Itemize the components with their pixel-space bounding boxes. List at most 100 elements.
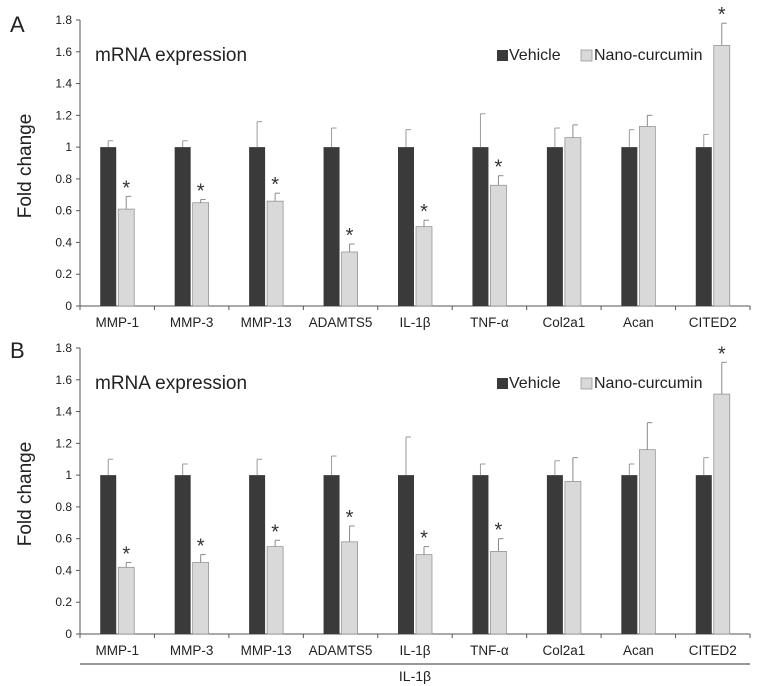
bar-vehicle xyxy=(621,147,638,306)
bar-nano-curcumin xyxy=(266,546,284,635)
bar-nano-curcumin xyxy=(638,126,656,307)
legend-label-nano-curcumin: Nano-curcumin xyxy=(594,375,702,392)
bar-vehicle xyxy=(323,475,340,634)
x-tick-label: Acan xyxy=(623,315,654,330)
bar-nano-curcumin xyxy=(117,208,135,307)
y-tick-label: 0.2 xyxy=(55,267,72,281)
x-tick-label: ADAMTS5 xyxy=(309,643,373,658)
bar-vehicle xyxy=(174,147,191,306)
bar-vehicle xyxy=(249,475,266,634)
significance-asterisk: * xyxy=(718,4,726,26)
bar-nano-curcumin xyxy=(415,554,433,635)
bar-nano-curcumin xyxy=(564,481,582,635)
legend-swatch-vehicle xyxy=(497,50,508,61)
significance-asterisk: * xyxy=(271,174,279,196)
y-tick-label: 1.2 xyxy=(55,436,72,450)
y-tick-label: 0.8 xyxy=(55,500,72,514)
group-label: IL-1β xyxy=(399,668,431,684)
bar-vehicle xyxy=(398,475,414,634)
x-tick-label: ADAMTS5 xyxy=(309,315,373,330)
y-tick-label: 0 xyxy=(65,299,72,313)
bar-nano-curcumin xyxy=(192,562,210,635)
bar-vehicle xyxy=(249,147,266,306)
x-tick-label: MMP-3 xyxy=(170,315,214,330)
bar-vehicle xyxy=(546,475,563,634)
bar-nano-curcumin xyxy=(490,184,507,307)
bar-nano-curcumin xyxy=(117,566,135,635)
significance-asterisk: * xyxy=(197,536,205,558)
significance-asterisk: * xyxy=(718,343,726,365)
y-tick-label: 1 xyxy=(65,140,72,154)
bar-nano-curcumin xyxy=(564,137,582,307)
y-tick-label: 1.4 xyxy=(55,405,72,419)
y-tick-label: 1.6 xyxy=(55,45,72,59)
legend-label-nano-curcumin: Nano-curcumin xyxy=(594,47,702,64)
panel-b: B mRNA expression Fold change 0 0.2 0.4 0.6… xyxy=(10,338,751,658)
y-tick-label: 0.6 xyxy=(55,532,72,546)
bar-nano-curcumin xyxy=(713,393,731,635)
bar-vehicle xyxy=(100,475,117,634)
bar-vehicle xyxy=(621,475,638,634)
significance-asterisk: * xyxy=(420,201,428,223)
y-tick-label: 1 xyxy=(65,468,72,482)
y-tick-label: 0 xyxy=(65,627,72,641)
bar-vehicle xyxy=(472,147,489,306)
panel-label: A xyxy=(10,12,25,37)
x-tick-label: TNF-α xyxy=(470,643,509,658)
legend-swatch-nano-curcumin xyxy=(580,49,593,62)
y-tick-label: 0.6 xyxy=(55,204,72,218)
x-tick-label: MMP-13 xyxy=(241,315,292,330)
y-tick-label: 1.8 xyxy=(55,13,72,27)
legend-label-vehicle: Vehicle xyxy=(509,375,561,392)
y-axis-label: Fold change xyxy=(15,114,36,219)
chart-title: mRNA expression xyxy=(95,45,247,66)
x-tick-label: MMP-1 xyxy=(95,643,139,658)
significance-asterisk: * xyxy=(495,520,503,542)
x-tick-label: IL-1β xyxy=(399,643,430,658)
y-tick-label: 0.4 xyxy=(55,235,72,249)
x-tick-label: TNF-α xyxy=(470,315,509,330)
bar-nano-curcumin xyxy=(713,45,731,307)
bar-vehicle xyxy=(398,147,414,306)
y-tick-label: 0.8 xyxy=(55,172,72,186)
x-tick-label: MMP-1 xyxy=(95,315,139,330)
chart-title: mRNA expression xyxy=(95,373,247,394)
legend: Vehicle Nano-curcumin xyxy=(497,375,702,392)
bar-nano-curcumin xyxy=(490,551,507,635)
significance-asterisk: * xyxy=(197,181,205,203)
y-tick-label: 1.4 xyxy=(55,77,72,91)
panel-label: B xyxy=(10,338,25,363)
bar-nano-curcumin xyxy=(638,449,656,635)
x-tick-label: CITED2 xyxy=(689,643,737,658)
bar-nano-curcumin xyxy=(192,202,210,307)
y-axis-label: Fold change xyxy=(15,442,36,547)
significance-asterisk: * xyxy=(271,521,279,543)
y-tick-label: 1.6 xyxy=(55,373,72,387)
bar-nano-curcumin xyxy=(415,226,433,307)
legend-swatch-vehicle xyxy=(497,378,508,389)
y-tick-label: 1.2 xyxy=(55,108,72,122)
legend: Vehicle Nano-curcumin xyxy=(497,47,702,64)
significance-asterisk: * xyxy=(346,225,354,247)
bar-vehicle xyxy=(695,147,712,306)
panel-a: A mRNA expression Fold change 0 0.2 0.4 0.6… xyxy=(10,4,751,330)
bar-vehicle xyxy=(174,475,191,634)
legend-swatch-nano-curcumin xyxy=(580,377,593,390)
y-tick-label: 1.8 xyxy=(55,341,72,355)
bar-vehicle xyxy=(695,475,712,634)
x-tick-label: Col2a1 xyxy=(542,315,585,330)
bar-vehicle xyxy=(472,475,489,634)
significance-asterisk: * xyxy=(122,544,130,566)
significance-asterisk: * xyxy=(420,528,428,550)
significance-asterisk: * xyxy=(122,177,130,199)
bar-vehicle xyxy=(323,147,340,306)
bar-nano-curcumin xyxy=(341,251,358,307)
x-tick-label: MMP-3 xyxy=(170,643,214,658)
x-tick-label: MMP-13 xyxy=(241,643,292,658)
y-tick-label: 0.4 xyxy=(55,563,72,577)
x-tick-label: Acan xyxy=(623,643,654,658)
legend-label-vehicle: Vehicle xyxy=(509,47,561,64)
x-tick-label: IL-1β xyxy=(399,315,430,330)
significance-asterisk: * xyxy=(495,157,503,179)
